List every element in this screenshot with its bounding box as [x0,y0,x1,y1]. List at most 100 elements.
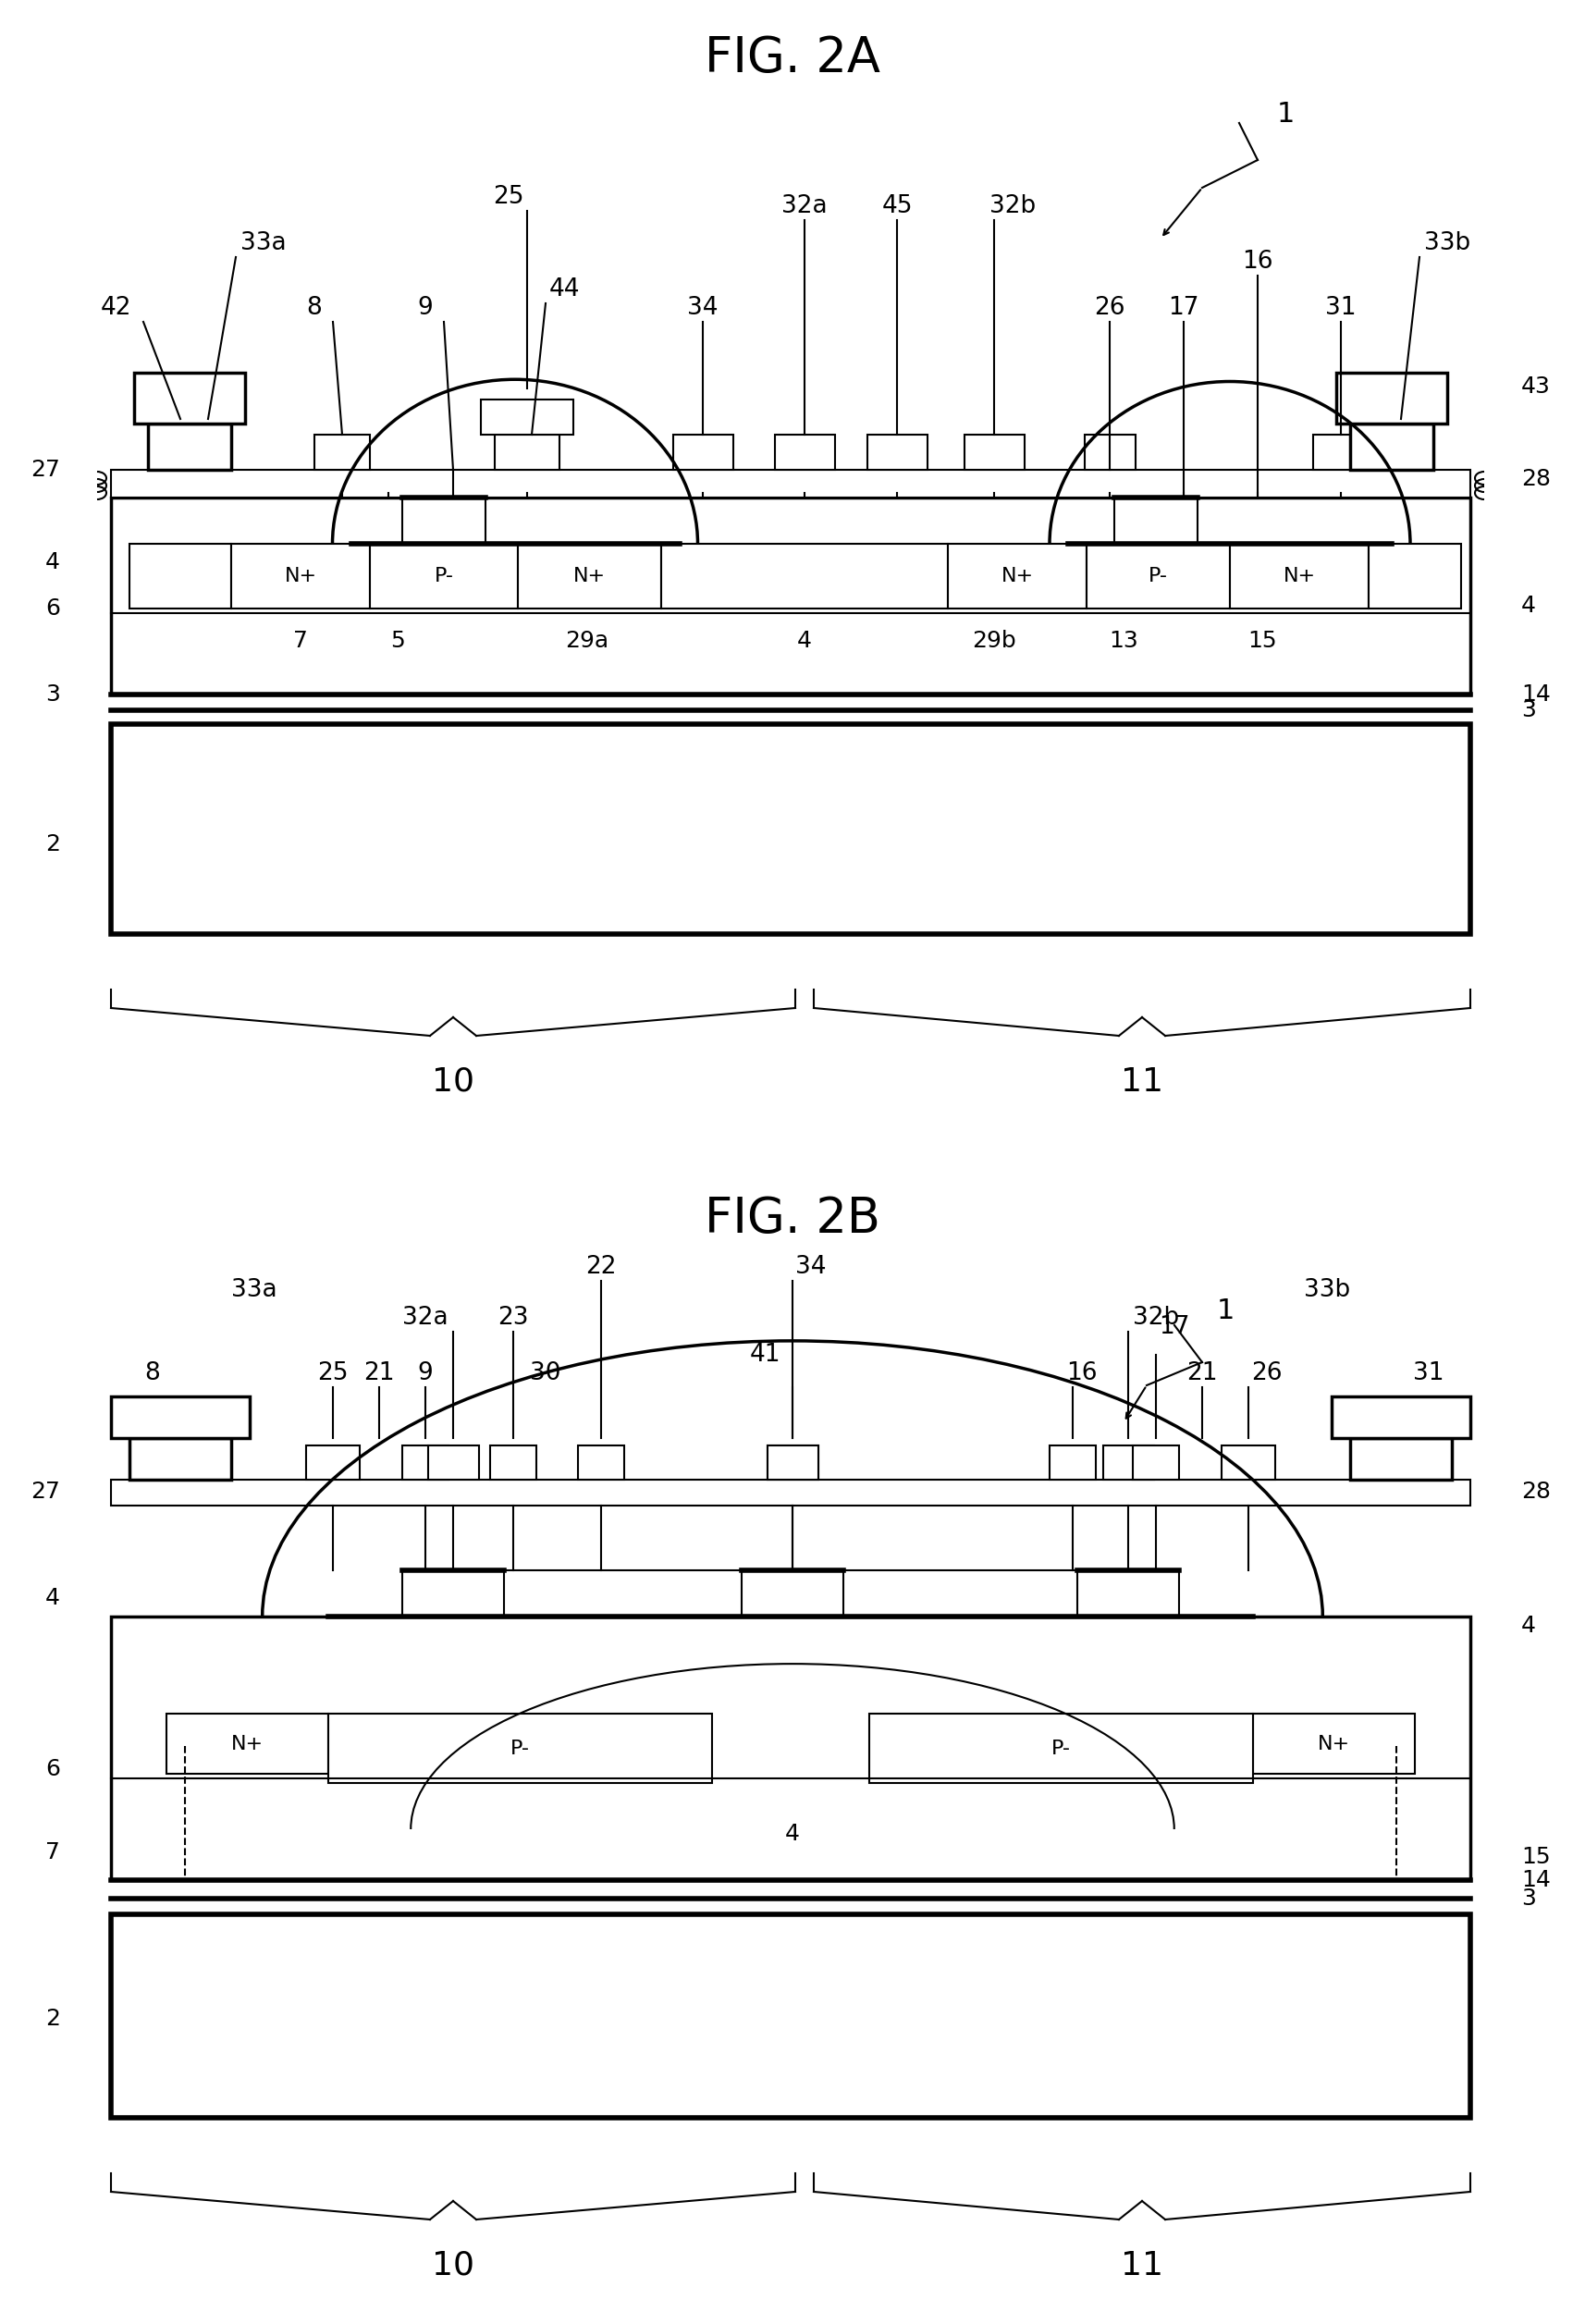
Text: 26: 26 [1094,295,1125,321]
Text: 30: 30 [529,1362,561,1385]
Text: 4: 4 [1522,1615,1536,1636]
Text: 15: 15 [1247,630,1278,653]
Bar [495,435,560,469]
Bar [1350,1439,1452,1480]
Text: 21: 21 [1187,1362,1217,1385]
Bar [135,372,246,423]
Text: 26: 26 [1252,1362,1282,1385]
Text: 27: 27 [30,1480,60,1504]
Text: 10: 10 [431,2250,474,2282]
Text: 10: 10 [431,1067,474,1097]
Bar [111,1480,1471,1506]
Bar [490,1446,536,1480]
Text: 1: 1 [1276,100,1295,128]
Text: 28: 28 [1522,467,1550,490]
Bar [1222,1446,1276,1480]
Bar [166,1713,328,1773]
Bar [306,1446,360,1480]
Text: 44: 44 [548,277,580,302]
Text: 2: 2 [46,2008,60,2029]
Text: 41: 41 [750,1343,780,1367]
Bar [867,435,927,469]
Bar [1114,497,1198,544]
Text: 33a: 33a [241,230,287,256]
Bar [314,435,369,469]
Text: 1: 1 [1216,1297,1235,1325]
Text: N+: N+ [1282,567,1316,586]
Text: 32b: 32b [989,195,1037,218]
Bar [1049,1446,1095,1480]
Text: 4: 4 [1522,595,1536,616]
Text: FIG. 2A: FIG. 2A [705,35,880,81]
Bar [328,1713,712,1783]
Text: 14: 14 [1522,683,1550,706]
Bar [130,1439,231,1480]
Bar [518,544,661,609]
Bar [111,1397,250,1439]
Bar [965,435,1024,469]
Bar [428,1446,479,1480]
Text: 32a: 32a [403,1306,449,1329]
Text: 8: 8 [144,1362,160,1385]
Text: 27: 27 [30,458,60,481]
Bar [480,400,574,435]
Bar [369,544,518,609]
Bar [1103,1446,1154,1480]
Text: 4: 4 [46,551,60,574]
Bar [403,1446,449,1480]
Text: N+: N+ [1002,567,1033,586]
Bar [403,497,485,544]
Text: 17: 17 [1159,1315,1190,1339]
Text: 33a: 33a [231,1278,277,1301]
Text: P-: P- [510,1741,529,1757]
Bar [1078,1571,1179,1618]
Bar [111,725,1471,934]
Text: 33b: 33b [1423,230,1471,256]
Bar [1331,1397,1471,1439]
Bar [130,544,231,609]
Text: 4: 4 [785,1822,800,1845]
Bar [403,1571,504,1618]
Bar [1084,435,1135,469]
Text: 4: 4 [46,1587,60,1608]
Bar [1254,1713,1415,1773]
Text: P-: P- [1148,567,1168,586]
Bar [742,1571,843,1618]
Bar [869,1713,1254,1783]
Text: 25: 25 [493,186,525,209]
Text: 28: 28 [1522,1480,1550,1504]
Text: 14: 14 [1522,1868,1550,1892]
Text: 32a: 32a [781,195,827,218]
Bar [111,1618,1471,1880]
Text: 45: 45 [881,195,913,218]
Text: 29a: 29a [566,630,609,653]
Text: P-: P- [1051,1741,1070,1757]
Text: 32b: 32b [1133,1306,1179,1329]
Bar [147,423,231,469]
Text: 3: 3 [1522,1887,1536,1910]
Bar [111,497,1471,695]
Text: 11: 11 [1121,1067,1163,1097]
Text: 15: 15 [1522,1845,1550,1868]
Text: 9: 9 [417,295,433,321]
Text: 31: 31 [1325,295,1357,321]
Bar [1087,544,1230,609]
Text: 4: 4 [797,630,812,653]
Text: 17: 17 [1168,295,1200,321]
Bar [1336,372,1447,423]
Text: 9: 9 [417,1362,433,1385]
Text: 5: 5 [390,630,404,653]
Text: N+: N+ [284,567,317,586]
Text: 31: 31 [1414,1362,1444,1385]
Text: N+: N+ [231,1736,263,1752]
Bar [1350,423,1433,469]
Text: N+: N+ [1317,1736,1350,1752]
Bar [579,1446,624,1480]
Bar [231,544,369,609]
Text: 25: 25 [317,1362,349,1385]
Bar [111,469,1471,497]
Text: FIG. 2B: FIG. 2B [705,1195,880,1243]
Text: 3: 3 [46,683,60,706]
Text: 3: 3 [1522,700,1536,720]
Text: 6: 6 [46,1757,60,1780]
